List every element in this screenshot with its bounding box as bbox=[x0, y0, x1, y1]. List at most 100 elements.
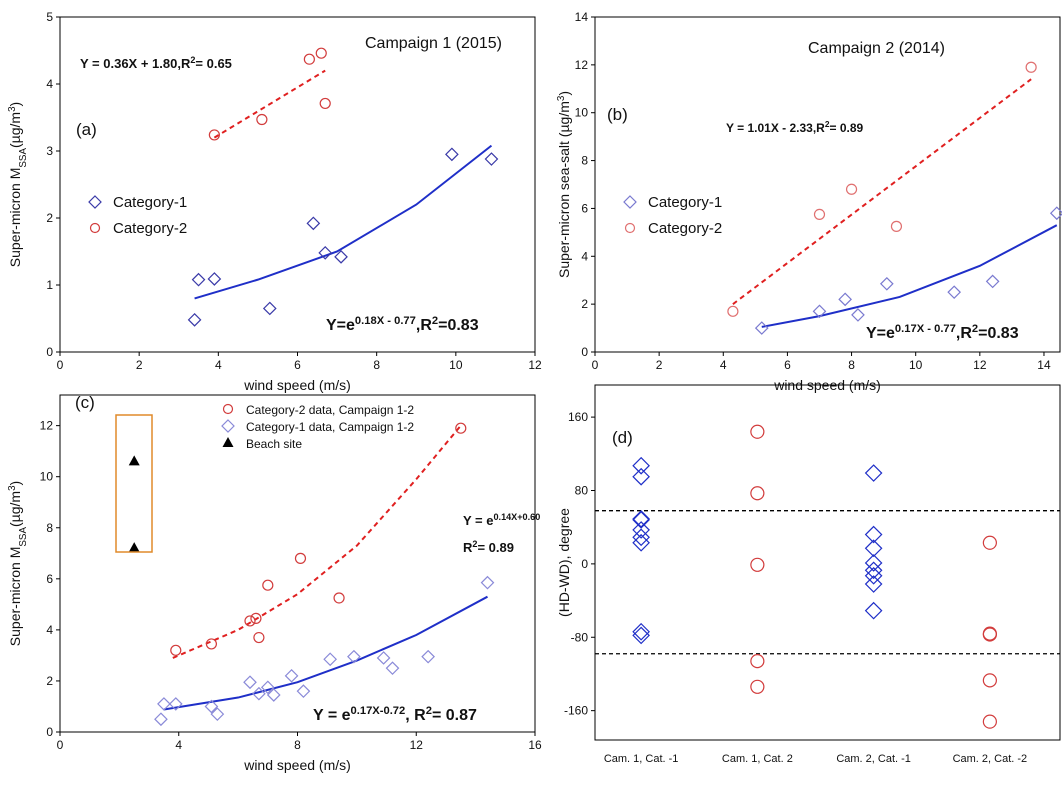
diamond-point bbox=[262, 301, 277, 316]
y-tick-label: 2 bbox=[46, 674, 53, 688]
text-part: R bbox=[463, 540, 473, 555]
panel-label: (d) bbox=[612, 428, 633, 447]
circle-point bbox=[982, 673, 997, 688]
text-part: =0.83 bbox=[438, 317, 479, 334]
diamond-point bbox=[484, 152, 499, 166]
circle-point bbox=[982, 535, 997, 550]
y-tick-label: 0 bbox=[46, 725, 53, 739]
legend-label: Beach site bbox=[246, 437, 302, 451]
triangle-point bbox=[128, 542, 140, 553]
circle-point bbox=[750, 557, 765, 572]
text-part: ) bbox=[556, 91, 572, 96]
fit-line bbox=[194, 144, 493, 300]
x-tick-label: Cam. 1, Cat. -1 bbox=[604, 753, 679, 765]
circle-point bbox=[315, 47, 327, 59]
circle-point bbox=[170, 644, 182, 656]
text-part: 0.17X - 0.77 bbox=[895, 323, 956, 335]
x-tick-label: 12 bbox=[973, 358, 987, 372]
y-tick-label: 5 bbox=[46, 10, 53, 24]
circle-point bbox=[244, 615, 256, 627]
diamond-point bbox=[632, 510, 650, 529]
y-tick-label: 2 bbox=[46, 211, 53, 225]
x-tick-label: 16 bbox=[528, 738, 542, 752]
text-part: 0.14X+0.60 bbox=[493, 512, 540, 522]
y-tick-label: 8 bbox=[581, 154, 588, 168]
circle-point bbox=[982, 626, 997, 641]
diamond-point bbox=[252, 686, 266, 701]
text-part: 2 bbox=[432, 315, 438, 327]
x-tick-label: 14 bbox=[1037, 358, 1051, 372]
diamond-point bbox=[864, 554, 883, 572]
text-part: 2 bbox=[190, 55, 195, 65]
diamond-point bbox=[376, 651, 391, 665]
y-tick-label: 12 bbox=[40, 419, 54, 433]
equation: Y=e0.17X - 0.77,R2=0.83 bbox=[866, 323, 1019, 342]
x-tick-label: 12 bbox=[410, 738, 424, 752]
circle-point bbox=[208, 129, 220, 141]
text-part: 0.17X-0.72 bbox=[351, 705, 406, 717]
text-part: 3 bbox=[556, 95, 567, 101]
text-part: = 0.65 bbox=[195, 56, 232, 71]
fit-line bbox=[761, 224, 1058, 328]
legend-marker bbox=[221, 419, 235, 433]
y-tick-label: 3 bbox=[46, 144, 53, 158]
legend-label: Category-1 bbox=[648, 194, 722, 211]
text-part: Y = 1.01X - 2.33,R bbox=[726, 121, 825, 135]
x-tick-label: Cam. 1, Cat. 2 bbox=[722, 753, 793, 765]
circle-point bbox=[845, 183, 858, 195]
legend-marker bbox=[623, 195, 637, 209]
fit-line bbox=[172, 424, 462, 659]
equation: Y = 0.36X + 1.80,R2= 0.65 bbox=[80, 55, 232, 71]
diamond-point bbox=[879, 276, 894, 291]
y-tick-label: 0 bbox=[581, 345, 588, 359]
text-part: 2 bbox=[472, 539, 477, 549]
x-tick-label: 6 bbox=[294, 358, 301, 372]
text-part: (µg/m bbox=[7, 112, 23, 148]
text-part: (µg/m bbox=[7, 491, 23, 527]
x-axis-label: wind speed (m/s) bbox=[243, 377, 351, 393]
circle-point bbox=[813, 208, 826, 221]
text-part: Y=e bbox=[326, 317, 355, 334]
equation: Y = e0.14X+0.60 bbox=[463, 512, 540, 528]
text-part: ,R bbox=[956, 325, 972, 342]
diamond-point bbox=[168, 697, 183, 711]
text-part: Y = 0.36X + 1.80,R bbox=[80, 56, 191, 71]
diamond-point bbox=[243, 675, 257, 690]
x-tick-label: Cam. 2, Cat. -1 bbox=[836, 753, 911, 765]
diamond-point bbox=[632, 533, 650, 552]
y-tick-label: 0 bbox=[581, 557, 588, 571]
diamond-point bbox=[632, 510, 650, 528]
x-tick-label: 8 bbox=[848, 358, 855, 372]
diamond-point bbox=[334, 250, 348, 264]
text-part: 2 bbox=[426, 705, 432, 717]
x-tick-label: 10 bbox=[449, 358, 463, 372]
text-part: 0.18X - 0.77 bbox=[355, 315, 416, 327]
circle-point bbox=[750, 486, 765, 501]
diamond-point bbox=[838, 292, 852, 307]
text-part: Y=e bbox=[866, 325, 895, 342]
legend-label: Category-1 bbox=[113, 194, 187, 211]
circle-point bbox=[750, 679, 765, 694]
y-tick-label: -80 bbox=[571, 630, 589, 644]
x-tick-label: 2 bbox=[136, 358, 143, 372]
circle-point bbox=[294, 552, 307, 564]
diamond-point bbox=[812, 304, 827, 319]
y-tick-label: 4 bbox=[581, 249, 588, 263]
equation: Y = e0.17X-0.72, R2= 0.87 bbox=[313, 705, 477, 724]
diamond-point bbox=[347, 649, 361, 664]
x-tick-label: 0 bbox=[592, 358, 599, 372]
y-tick-label: 160 bbox=[568, 410, 588, 424]
diamond-point bbox=[632, 521, 650, 539]
x-tick-label: 4 bbox=[720, 358, 727, 372]
diamond-point bbox=[266, 688, 281, 702]
x-tick-label: 0 bbox=[57, 738, 64, 752]
x-tick-label: 8 bbox=[294, 738, 301, 752]
panel-label: (b) bbox=[607, 105, 628, 124]
text-part: ) bbox=[7, 102, 23, 107]
legend-marker bbox=[88, 195, 102, 209]
y-tick-label: 4 bbox=[46, 623, 53, 637]
legend-marker bbox=[222, 437, 234, 447]
diamond-point bbox=[318, 245, 333, 260]
diamond-point bbox=[851, 308, 865, 322]
text-part: = 0.87 bbox=[432, 707, 477, 724]
